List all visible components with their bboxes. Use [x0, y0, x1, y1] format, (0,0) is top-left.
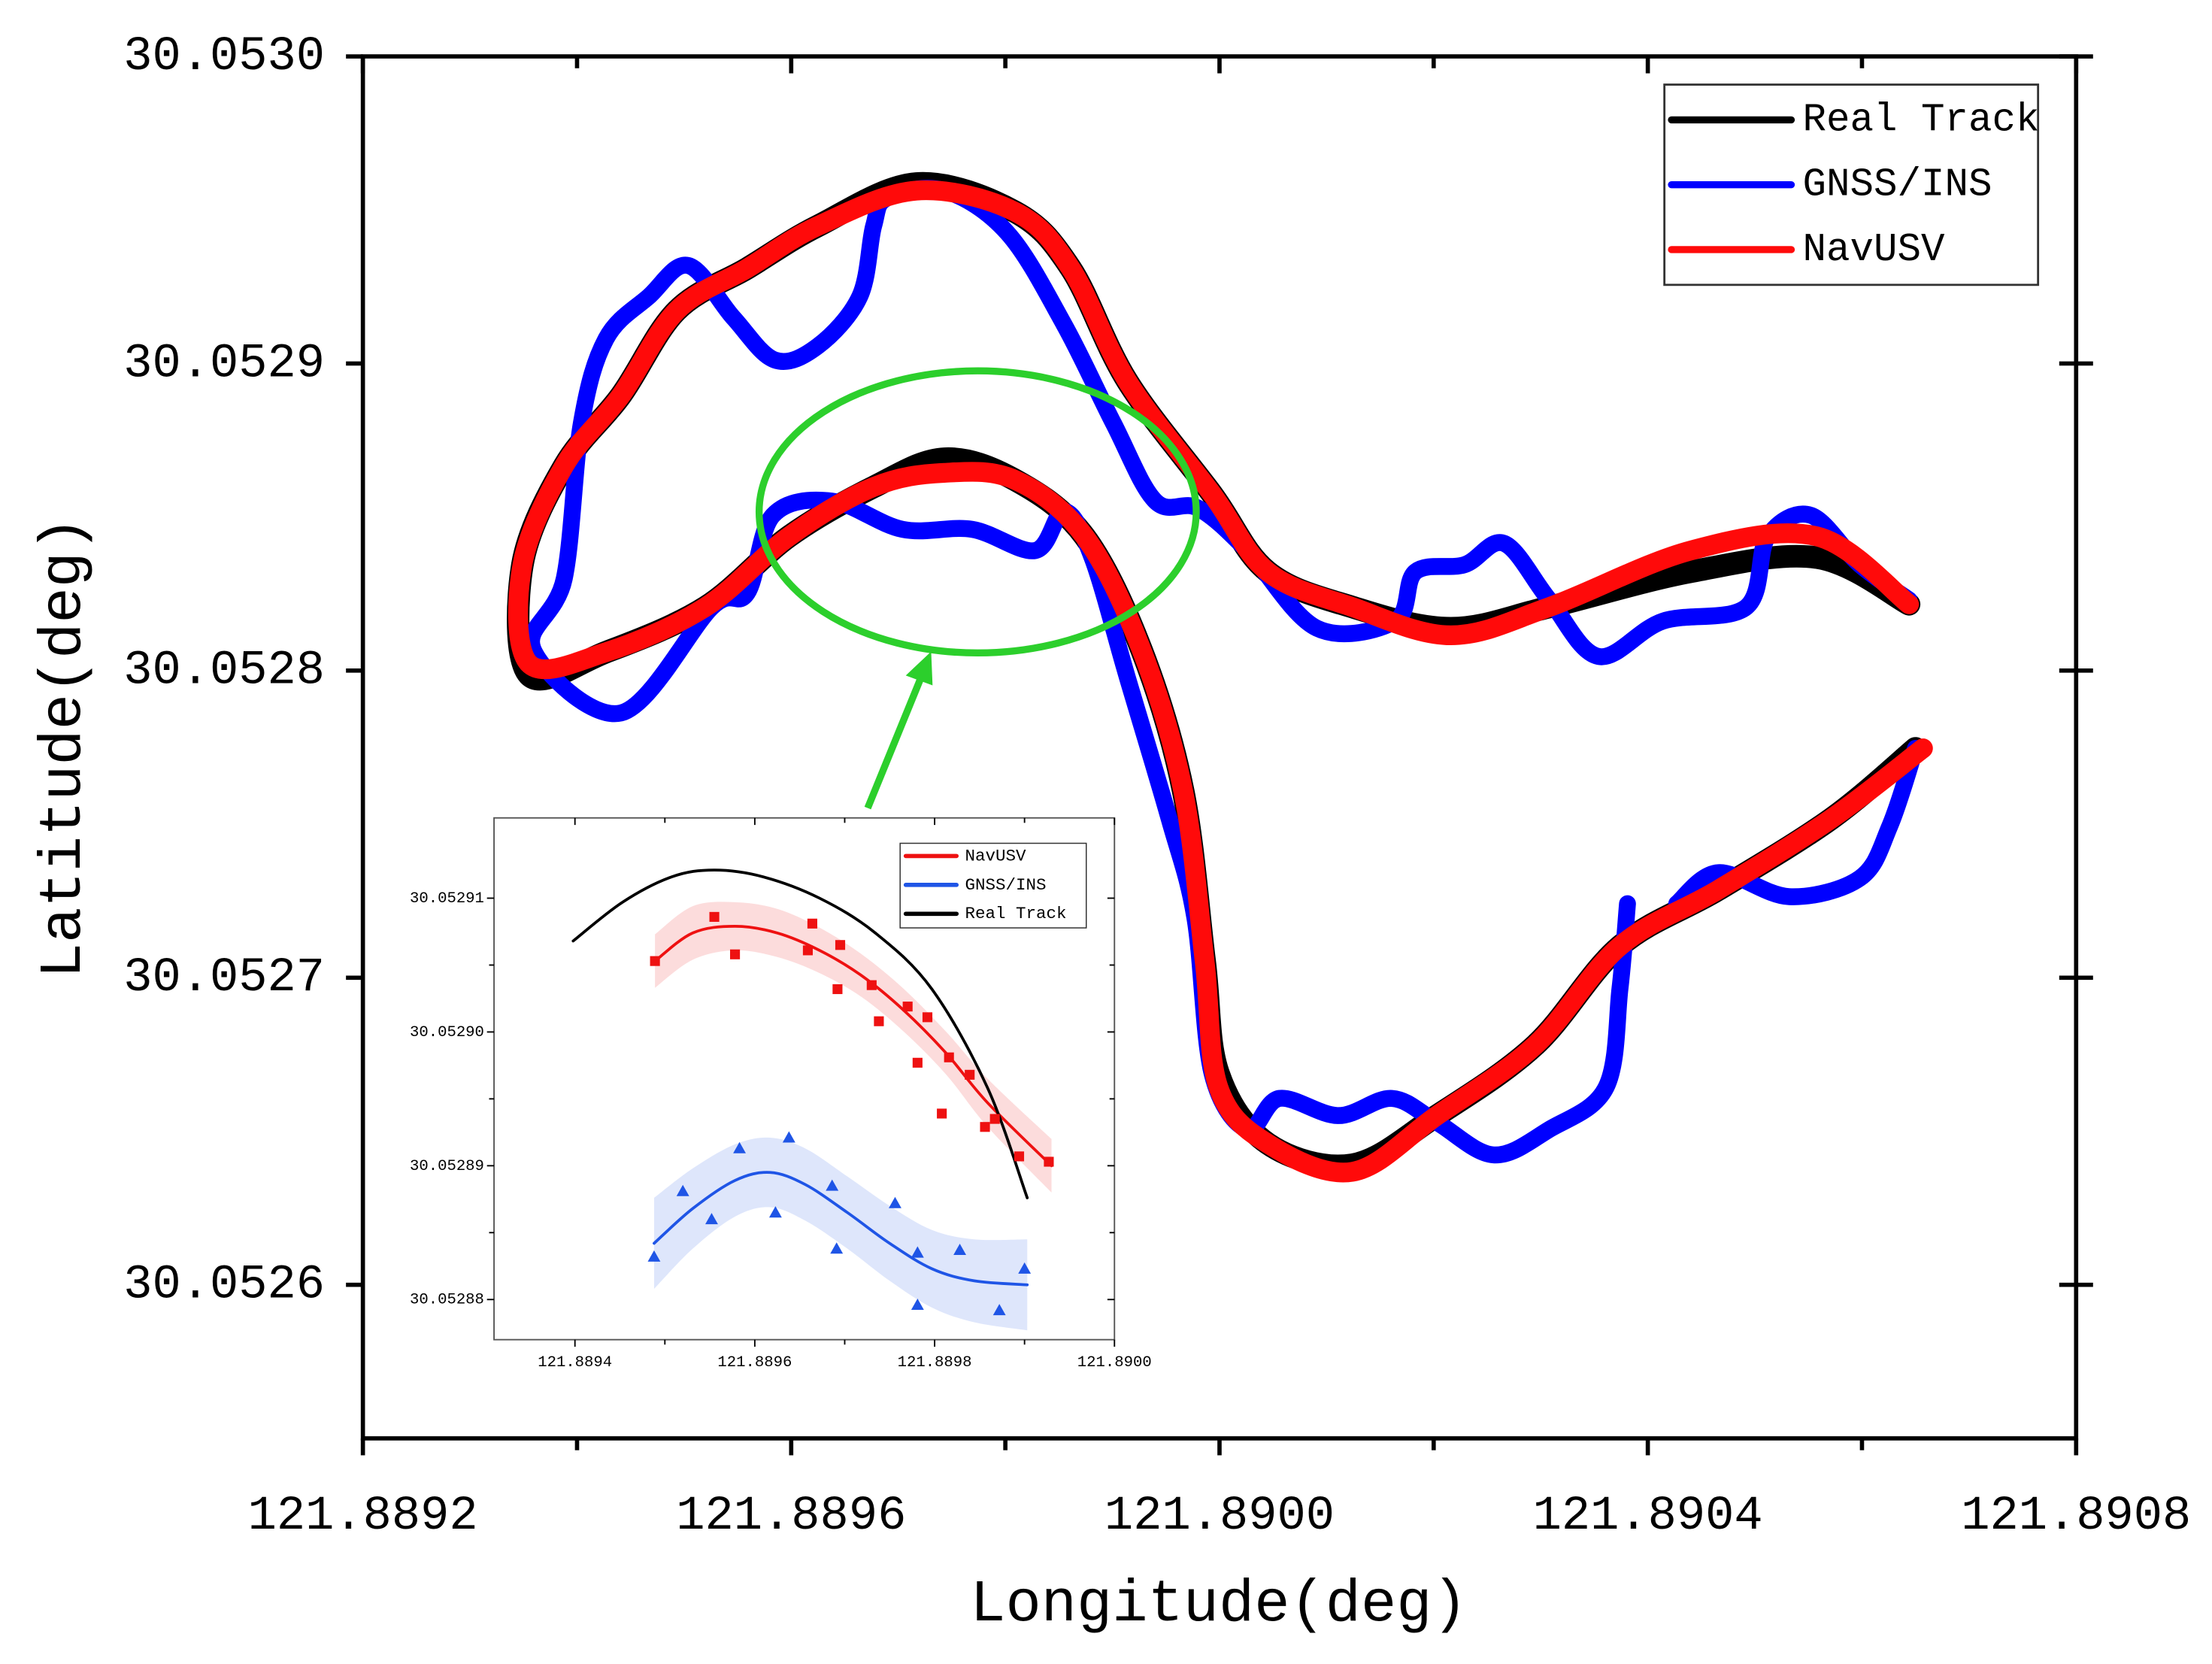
y-tick-label: 30.0530 [123, 30, 325, 84]
x-tick-label: 121.8896 [717, 1354, 792, 1372]
square-marker [922, 1012, 933, 1023]
x-tick-label: 121.8904 [1533, 1490, 1763, 1544]
y-tick-label: 30.0529 [123, 337, 325, 391]
square-marker [944, 1052, 954, 1062]
square-marker [1044, 1156, 1054, 1167]
x-tick-label: 121.8908 [1961, 1490, 2191, 1544]
square-marker [912, 1057, 923, 1068]
square-marker [980, 1122, 990, 1132]
triangle-marker [826, 1179, 839, 1191]
y-tick-label: 30.0527 [123, 951, 325, 1005]
x-tick-label: 121.8896 [676, 1490, 906, 1544]
triangle-marker [1018, 1262, 1032, 1274]
triangle-marker [889, 1196, 901, 1208]
square-marker [874, 1016, 884, 1026]
x-tick-label: 121.8892 [248, 1490, 478, 1544]
y-tick-label: 30.05290 [410, 1024, 484, 1041]
x-axis-label: Longitude(deg) [970, 1571, 1468, 1638]
x-tick-label: 121.8900 [1104, 1490, 1335, 1544]
square-marker [832, 984, 843, 995]
triangle-marker [705, 1213, 718, 1225]
y-tick-label: 30.0528 [123, 644, 325, 699]
square-marker [965, 1069, 975, 1080]
triangle-marker [992, 1304, 1006, 1316]
triangle-marker [782, 1131, 795, 1143]
square-marker [989, 1114, 1000, 1124]
legend-label: Real Track [1802, 97, 2039, 142]
triangle-marker [830, 1242, 844, 1254]
confidence-band [653, 1137, 1028, 1331]
main-chart: 121.8892 121.8896 121.8900 121.8904 121.8908… [30, 30, 2191, 1638]
legend-label: GNSS/INS [1802, 162, 1992, 208]
inset-chart: 121.8894 121.8896 121.8898 121.8900 30.05288… [410, 817, 1152, 1372]
square-marker [802, 945, 814, 956]
legend-label: NavUSV [965, 846, 1026, 865]
series-line [653, 1171, 1029, 1287]
x-tick-label: 121.8900 [1077, 1354, 1152, 1372]
legend-label: Real Track [965, 904, 1066, 923]
series-line [653, 924, 1053, 1168]
triangle-marker [733, 1141, 746, 1153]
annotation [755, 367, 1200, 810]
square-marker [730, 949, 741, 959]
triangle-marker [647, 1250, 661, 1262]
arrow-head [905, 651, 933, 686]
arrow-shaft [864, 675, 925, 810]
square-marker [1014, 1151, 1025, 1162]
plot-frame [493, 817, 1116, 1341]
triangle-marker [676, 1184, 689, 1196]
legend-label: NavUSV [1802, 227, 1945, 272]
y-tick-label: 30.05289 [410, 1158, 484, 1175]
square-marker [709, 911, 720, 922]
triangle-marker [911, 1246, 924, 1258]
triangle-marker [953, 1244, 966, 1256]
square-marker [866, 980, 877, 990]
y-tick-label: 30.0526 [123, 1259, 325, 1313]
x-tick-label: 121.8898 [898, 1354, 972, 1372]
series-line [571, 868, 1029, 1199]
square-marker [937, 1108, 947, 1119]
square-marker [902, 1002, 913, 1012]
legend-label: GNSS/INS [965, 875, 1046, 895]
y-tick-label: 30.05291 [410, 890, 484, 908]
square-marker [807, 918, 817, 929]
x-tick-label: 121.8894 [538, 1354, 612, 1372]
series-line [508, 180, 1933, 1183]
square-marker [650, 956, 660, 966]
y-tick-label: 30.05288 [410, 1292, 484, 1309]
highlight-ellipse [755, 367, 1200, 657]
square-marker [835, 940, 846, 950]
triangle-marker [911, 1298, 924, 1310]
triangle-marker [768, 1206, 782, 1218]
y-axis-label: Latitude(deg) [30, 517, 98, 978]
